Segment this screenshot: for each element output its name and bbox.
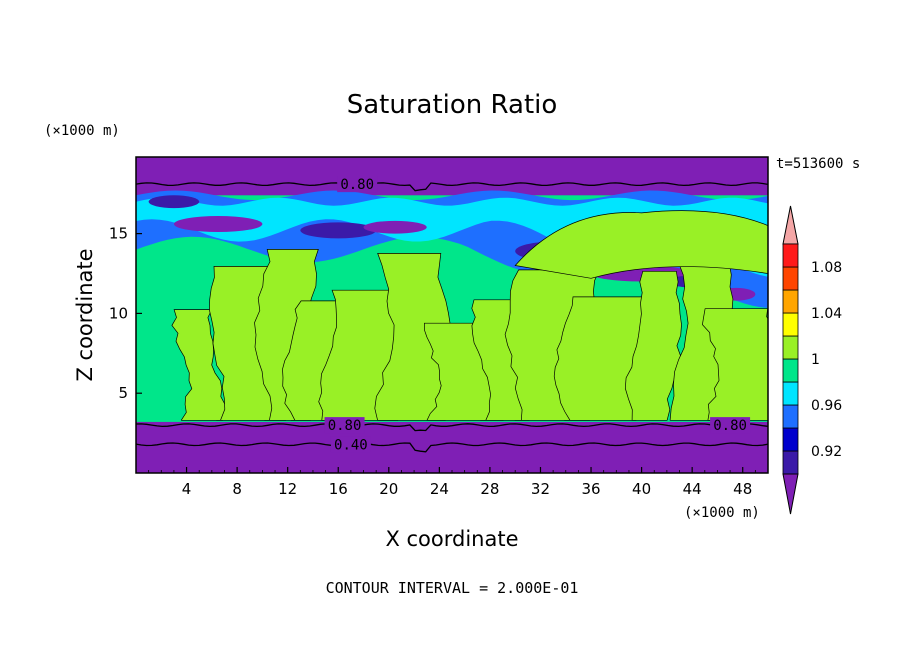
x-tick-label: 8 [232,480,242,498]
colorbar-segment [782,335,799,360]
y-tick-label: 10 [109,304,128,322]
dry-streak [300,222,377,239]
colorbar-segment [782,289,799,314]
contour-label-bg [710,417,751,434]
contour-line [136,442,768,453]
time-label: t=513600 s [776,156,860,172]
colorbar-label: 1 [811,352,820,368]
moist-anvil [514,210,768,279]
colorbar-segment [782,312,799,337]
colorbar-label: 1.08 [811,260,842,276]
contour-label: 0.80 [713,418,747,434]
x-tick-label: 36 [581,480,600,498]
colorbar-segment [782,427,799,452]
chart-title: Saturation Ratio [347,90,558,120]
x-tick-label: 28 [480,480,499,498]
x-unit-label: (×1000 m) [684,505,760,521]
x-tick-label: 20 [379,480,398,498]
y-tick-label: 5 [118,384,128,402]
contour-label: 0.40 [334,437,368,453]
contour-interval-note: CONTOUR INTERVAL = 2.000E-01 [326,579,579,597]
contour-line [136,423,768,432]
colorbar-max-arrow [782,205,799,245]
x-axis-label: X coordinate [385,527,518,551]
x-tick-label: 12 [278,480,297,498]
colorbar-label: 0.96 [811,398,842,414]
plot-area [136,157,768,473]
moist-plume [171,309,228,421]
colorbar-segment [782,381,799,406]
colorbar-segment [782,450,799,475]
band-dry-upper-layer [136,157,768,196]
x-tick-label: 16 [329,480,348,498]
x-tick-label: 44 [683,480,702,498]
moist-plume [702,308,768,421]
x-tick-label: 40 [632,480,651,498]
y-unit-label: (×1000 m) [44,123,120,139]
dry-streak [363,220,427,234]
dry-streak [148,195,200,209]
colorbar-label: 0.92 [811,444,842,460]
x-tick-label: 48 [733,480,752,498]
x-tick-label: 24 [430,480,449,498]
y-tick-label: 15 [109,225,128,243]
contour-label: 0.80 [340,177,374,193]
colorbar-segment [782,243,799,268]
x-axis: 4 8 12 16 20 24 28 32 36 40 44 48 [148,467,756,498]
contour-label-bg [324,417,365,434]
colorbar-segment [782,358,799,383]
contour-label: 0.80 [328,418,362,434]
colorbar-min-arrow [782,473,799,515]
y-axis: 5 10 15 [109,225,142,402]
contour-line [136,182,768,192]
colorbar-label: 1.04 [811,306,842,322]
y-axis-label: Z coordinate [73,248,97,381]
x-tick-label: 32 [531,480,550,498]
dry-streak [173,216,263,233]
x-tick-label: 4 [182,480,192,498]
colorbar-segment [782,404,799,429]
colorbar-segment [782,266,799,291]
contour-label-bg [330,436,371,453]
contour-lines [136,182,768,453]
contour-label-bg [337,176,378,193]
band-dry-lower-layer [136,421,768,473]
saturation-field [136,157,768,473]
contour-labels: 0.80 0.80 0.80 0.40 [324,176,751,453]
colorbar: 0.92 0.96 1 1.04 1.08 [782,205,842,515]
